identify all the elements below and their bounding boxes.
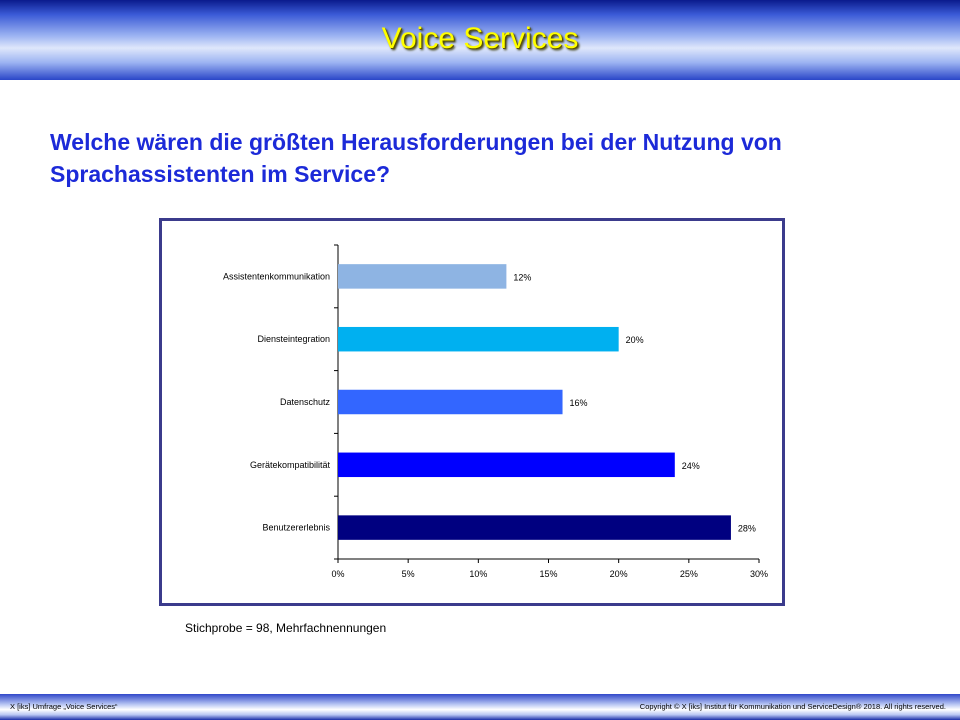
value-label: 24% [682, 461, 700, 471]
category-label: Assistentenkommunikation [223, 271, 330, 281]
header-band [0, 0, 960, 80]
footer-band [0, 694, 960, 720]
x-tick-label: 20% [610, 569, 628, 579]
bar [338, 515, 731, 540]
x-tick-label: 0% [331, 569, 344, 579]
bar-chart: 0% 5% 10% 15% 20% 25% 30% Assistentenkommunikat… [223, 244, 768, 579]
x-tick-label: 15% [539, 569, 557, 579]
value-label: 28% [738, 524, 756, 534]
value-label: 12% [513, 272, 531, 282]
category-label: Datenschutz [280, 397, 331, 407]
category-label: Diensteintegration [257, 334, 330, 344]
value-label: 16% [570, 398, 588, 408]
value-label: 20% [626, 335, 644, 345]
x-tick-label: 10% [469, 569, 487, 579]
bar [338, 326, 619, 352]
bar [338, 452, 675, 478]
bar [338, 264, 507, 289]
x-tick-label: 30% [750, 569, 768, 579]
x-tick-label: 25% [680, 569, 698, 579]
footer-source: X [iks] Umfrage „Voice Services“ [10, 702, 118, 711]
page-title: Voice Services [381, 22, 579, 55]
footer-copyright: Copyright © X [iks] Institut für Kommuni… [639, 702, 946, 711]
sample-note: Stichprobe = 98, Mehrfachnennungen [185, 621, 387, 635]
bar [338, 389, 563, 415]
x-tick-label: 5% [402, 569, 415, 579]
survey-question: Welche wären die größten Herausforderung… [50, 129, 782, 187]
chart-frame: 0% 5% 10% 15% 20% 25% 30% Assistentenkommunikat… [159, 218, 785, 606]
category-label: Gerätekompatibilität [250, 460, 331, 470]
category-label: Benutzererlebnis [262, 523, 330, 533]
